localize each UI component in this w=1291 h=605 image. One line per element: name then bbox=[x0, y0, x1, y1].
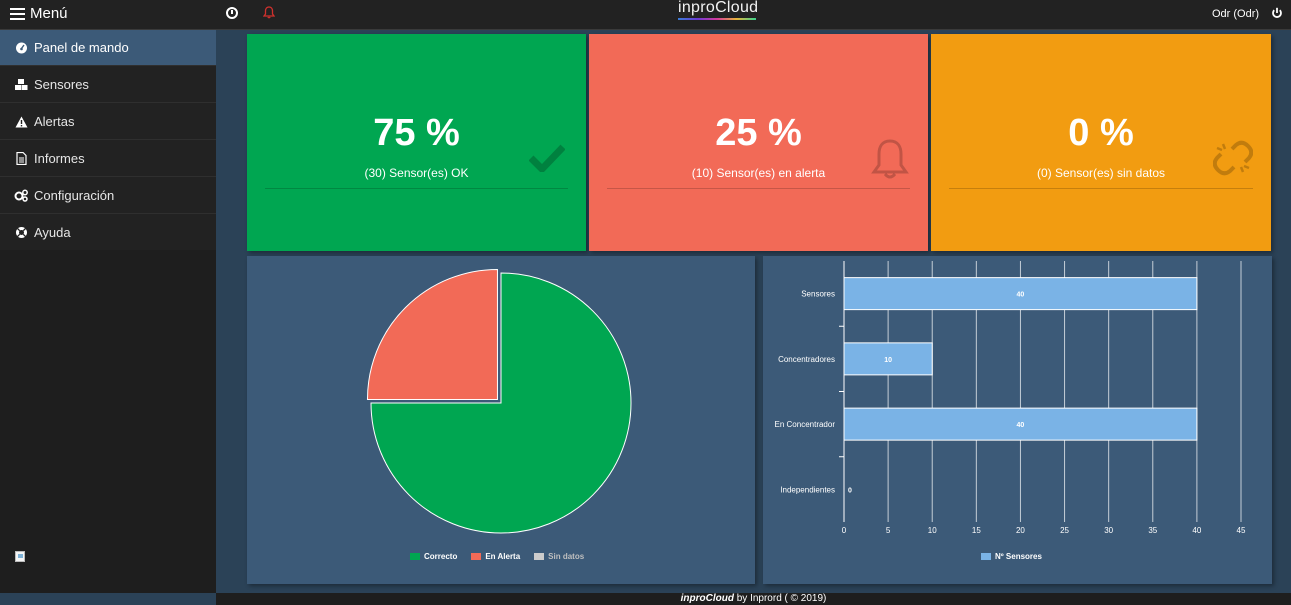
bar-data-label: 40 bbox=[1017, 422, 1025, 429]
menu-toggle-button[interactable]: Menú bbox=[10, 5, 68, 22]
x-tick-label: 5 bbox=[886, 526, 891, 535]
legend-item-sin-datos[interactable]: Sin datos bbox=[534, 552, 584, 561]
pie-chart bbox=[366, 268, 632, 534]
divider bbox=[607, 188, 910, 189]
bar[interactable] bbox=[843, 407, 1198, 441]
legend-item-n-sensores[interactable]: Nº Sensores bbox=[981, 552, 1042, 561]
bar[interactable] bbox=[843, 342, 933, 376]
top-bar: Menú inproCloud Odr (Odr) bbox=[0, 0, 1291, 30]
bar-data-label: 0 bbox=[848, 487, 852, 494]
y-category-label: Concentradores bbox=[778, 355, 835, 364]
legend-label: Sin datos bbox=[548, 552, 585, 561]
pie-chart-panel: Correcto En Alerta Sin datos bbox=[247, 256, 755, 584]
stat-value: 75 % bbox=[373, 112, 460, 154]
divider bbox=[265, 188, 568, 189]
divider bbox=[949, 188, 1253, 189]
bell-icon[interactable] bbox=[262, 6, 276, 24]
legend-label: Nº Sensores bbox=[995, 552, 1042, 561]
x-tick-label: 20 bbox=[1016, 526, 1025, 535]
legend-item-correcto[interactable]: Correcto bbox=[410, 552, 457, 561]
x-tick-label: 0 bbox=[842, 526, 847, 535]
gears-icon bbox=[14, 189, 28, 203]
hamburger-icon bbox=[10, 7, 25, 20]
pie-legend: Correcto En Alerta Sin datos bbox=[410, 552, 598, 561]
sidebar-item-label: Panel de mando bbox=[34, 40, 129, 55]
stat-label: (30) Sensor(es) OK bbox=[364, 166, 469, 180]
stat-card-alert: 25 % (10) Sensor(es) en alerta bbox=[589, 34, 928, 251]
y-category-label: En Concentrador bbox=[775, 420, 836, 429]
x-tick-label: 40 bbox=[1192, 526, 1201, 535]
sidebar-item-label: Sensores bbox=[34, 77, 89, 92]
bar-legend: Nº Sensores bbox=[981, 552, 1056, 561]
x-tick-label: 10 bbox=[928, 526, 937, 535]
menu-label: Menú bbox=[30, 5, 68, 22]
x-tick-label: 30 bbox=[1104, 526, 1113, 535]
sidebar-item-label: Alertas bbox=[34, 114, 75, 129]
broken-image-icon bbox=[15, 551, 25, 562]
footer: inproCloud by Inprord ( © 2019) bbox=[216, 593, 1291, 605]
sidebar-item-label: Configuración bbox=[34, 188, 115, 203]
sidebar-item-sensores[interactable]: Sensores bbox=[0, 67, 216, 103]
bar-chart-panel: 0 5 10 15 20 25 30 35 40 45 Sensores 40 Concentrador… bbox=[763, 256, 1272, 584]
bar-data-label: 10 bbox=[884, 357, 892, 364]
bar[interactable] bbox=[843, 277, 1198, 311]
stat-card-ok: 75 % (30) Sensor(es) OK bbox=[247, 34, 586, 251]
y-category-label: Sensores bbox=[801, 290, 835, 299]
legend-swatch bbox=[981, 553, 991, 560]
bell-icon bbox=[871, 138, 909, 185]
unlink-icon bbox=[1212, 136, 1254, 185]
sidebar-empty-area bbox=[0, 250, 216, 593]
legend-label: En Alerta bbox=[485, 552, 521, 561]
legend-swatch bbox=[410, 553, 420, 560]
sidebar-item-label: Informes bbox=[34, 151, 85, 166]
lifebuoy-icon bbox=[14, 226, 28, 240]
sidebar: Panel de mando Sensores Alertas Informes… bbox=[0, 30, 216, 593]
footer-text: by Inprord ( © 2019) bbox=[733, 593, 827, 604]
sidebar-item-configuracion[interactable]: Configuración bbox=[0, 178, 216, 214]
user-name[interactable]: Odr (Odr) bbox=[1212, 8, 1260, 20]
stat-value: 25 % bbox=[715, 112, 802, 154]
document-icon bbox=[14, 152, 28, 166]
brand-logo: inproCloud bbox=[678, 0, 758, 20]
sidebar-item-ayuda[interactable]: Ayuda bbox=[0, 215, 216, 251]
brand-name: inproCloud bbox=[678, 0, 759, 16]
clock-icon[interactable] bbox=[226, 7, 238, 19]
x-tick-label: 25 bbox=[1060, 526, 1069, 535]
y-category-label: Independientes bbox=[780, 485, 835, 494]
warning-icon bbox=[14, 115, 28, 129]
legend-item-en-alerta[interactable]: En Alerta bbox=[471, 552, 520, 561]
sidebar-item-alertas[interactable]: Alertas bbox=[0, 104, 216, 140]
stat-value: 0 % bbox=[1068, 112, 1134, 154]
bar-chart: 0 5 10 15 20 25 30 35 40 45 Sensores 40 Concentrador… bbox=[775, 261, 1246, 535]
brand-underline bbox=[678, 18, 756, 20]
bar-data-label: 40 bbox=[1017, 292, 1025, 299]
stat-label: (0) Sensor(es) sin datos bbox=[1036, 166, 1166, 180]
legend-swatch bbox=[471, 553, 482, 560]
pie-slice-en-alerta[interactable] bbox=[366, 268, 498, 400]
legend-label: Correcto bbox=[424, 552, 458, 561]
dashboard-icon bbox=[14, 41, 28, 55]
x-tick-label: 15 bbox=[972, 526, 981, 535]
check-icon bbox=[528, 144, 566, 177]
sidebar-item-panel-de-mando[interactable]: Panel de mando bbox=[0, 30, 216, 66]
sidebar-item-label: Ayuda bbox=[34, 225, 71, 240]
power-icon[interactable] bbox=[1271, 6, 1283, 24]
sidebar-item-informes[interactable]: Informes bbox=[0, 141, 216, 177]
footer-brand: inproCloud bbox=[680, 593, 734, 604]
cubes-icon bbox=[14, 78, 28, 92]
stat-label: (10) Sensor(es) en alerta bbox=[691, 166, 826, 180]
x-tick-label: 45 bbox=[1237, 526, 1246, 535]
pie-slice-correcto[interactable] bbox=[370, 272, 632, 534]
x-tick-label: 35 bbox=[1148, 526, 1157, 535]
stat-card-no-data: 0 % (0) Sensor(es) sin datos bbox=[931, 34, 1271, 251]
legend-swatch bbox=[534, 553, 545, 560]
